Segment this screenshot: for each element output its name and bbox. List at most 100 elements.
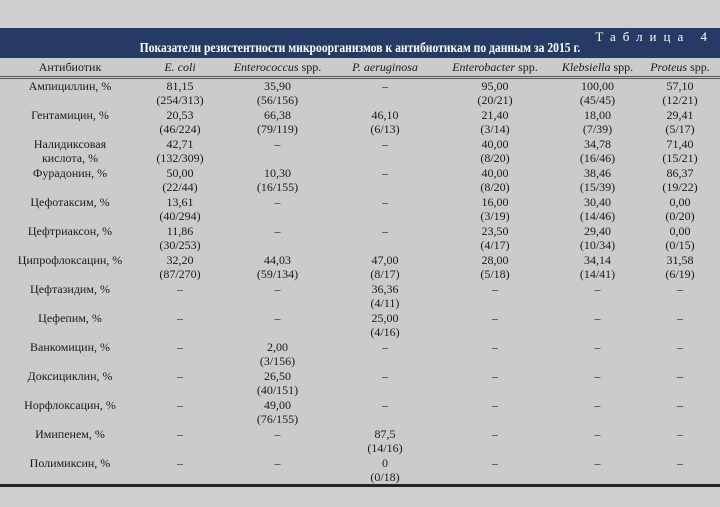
resistance-count: (14/41) [579, 267, 616, 281]
resistance-percent: 35,90 [264, 79, 291, 93]
resistance-cell: 47,00 (8/17) [335, 253, 435, 282]
resistance-percent: 30,40 [584, 195, 611, 209]
antibiotic-name: Ампициллин, % [0, 78, 140, 109]
resistance-cell: – [640, 282, 720, 311]
resistance-percent: 16,00 [481, 195, 509, 209]
resistance-count: (19/22) [662, 180, 698, 194]
resistance-cell: – [555, 398, 640, 427]
resistance-percent: 32,20 [166, 253, 194, 267]
resistance-cell: – [555, 340, 640, 369]
resistance-percent: – [177, 427, 183, 441]
resistance-percent: 2,00 [267, 340, 288, 354]
resistance-cell: 66,38 (79/119) [220, 108, 335, 137]
resistance-cell: 31,58 (6/19) [640, 253, 720, 282]
resistance-count: (0/20) [665, 209, 695, 223]
antibiotic-name: Ципрофлоксацин, % [0, 253, 140, 282]
column-header-text: spp. [610, 59, 634, 74]
antibiotic-name-line: Ампициллин, % [28, 79, 112, 93]
resistance-count: (15/21) [662, 151, 698, 165]
resistance-cell: – [335, 224, 435, 253]
resistance-cell: 46,10 (6/13) [335, 108, 435, 137]
resistance-percent: 66,38 [264, 108, 291, 122]
resistance-percent: – [492, 311, 498, 325]
resistance-percent: – [274, 137, 281, 151]
resistance-percent: 50,00 [166, 166, 194, 180]
resistance-cell: – [335, 166, 435, 195]
resistance-percent: – [677, 398, 683, 412]
resistance-percent: 28,00 [481, 253, 509, 267]
resistance-percent: 47,00 [371, 253, 399, 267]
resistance-cell: 29,40 (10/34) [555, 224, 640, 253]
resistance-count: (10/34) [579, 238, 616, 252]
resistance-count: (40/151) [256, 383, 299, 397]
table-row: Доксициклин, % – 26,50 (40/151) – – – – [0, 369, 720, 398]
antibiotic-name: Фурадонин, % [0, 166, 140, 195]
resistance-count: (4/11) [370, 296, 400, 310]
antibiotic-name: Цефепим, % [0, 311, 140, 340]
resistance-cell: – [555, 311, 640, 340]
resistance-count: (6/13) [370, 122, 400, 136]
resistance-percent: 25,00 [371, 311, 399, 325]
resistance-cell: 21,40 (3/14) [435, 108, 555, 137]
resistance-cell: – [335, 137, 435, 166]
column-header: P. aeruginosa [335, 58, 435, 79]
resistance-percent: – [177, 340, 183, 354]
resistance-cell: – [220, 137, 335, 166]
resistance-cell: – [140, 340, 220, 369]
resistance-count: (79/119) [257, 122, 298, 136]
table-title: Показатели резистентности микроорганизмо… [139, 40, 581, 55]
antibiotic-name-line: Цефтриаксон, % [27, 224, 113, 238]
resistance-cell: – [140, 398, 220, 427]
resistance-cell: – [335, 369, 435, 398]
resistance-cell: – [435, 340, 555, 369]
antibiotic-name-line: Норфлоксацин, % [24, 398, 116, 412]
top-margin [0, 0, 720, 28]
column-header-row: Антибиотик E. coli Enterococcus spp. P. aer… [0, 58, 720, 79]
column-header: Klebsiella spp. [555, 58, 640, 79]
table-row: Ципрофлоксацин, % 32,20 (87/270) 44,03 (59/1… [0, 253, 720, 282]
resistance-percent: 87,5 [374, 427, 396, 441]
antibiotic-name: Гентамицин, % [0, 108, 140, 137]
column-header: E. coli [140, 58, 220, 79]
resistance-cell: – [435, 282, 555, 311]
resistance-percent: – [274, 224, 281, 238]
resistance-percent: – [677, 369, 683, 383]
resistance-count: (132/309) [156, 151, 204, 165]
antibiotic-name: Имипенем, % [0, 427, 140, 456]
antibiotic-name-line: Цефтазидим, % [30, 282, 110, 296]
table-row: Налидиксовая кислота, % 42,71 (132/309) – –40… [0, 137, 720, 166]
resistance-cell: – [140, 427, 220, 456]
resistance-cell: 29,41 (5/17) [640, 108, 720, 137]
resistance-cell: 42,71 (132/309) [140, 137, 220, 166]
resistance-cell: 44,03 (59/134) [220, 253, 335, 282]
resistance-cell: 30,40 (14/46) [555, 195, 640, 224]
resistance-table: Антибиотик E. coli Enterococcus spp. P. aer… [0, 58, 720, 485]
resistance-percent: 57,10 [666, 79, 694, 93]
column-header-text: spp. [515, 59, 538, 74]
resistance-percent: – [382, 195, 388, 209]
resistance-cell: 95,00 (20/21) [435, 78, 555, 109]
resistance-cell: – [140, 311, 220, 340]
resistance-cell: 26,50 (40/151) [220, 369, 335, 398]
resistance-cell: – [435, 398, 555, 427]
resistance-percent: 100,00 [581, 79, 614, 93]
resistance-percent: – [382, 166, 388, 180]
resistance-percent: 0,00 [669, 224, 691, 238]
column-header-italic: P. aeruginosa [352, 59, 418, 74]
resistance-cell: 57,10 (12/21) [640, 78, 720, 109]
resistance-cell: 81,15 (254/313) [140, 78, 220, 109]
resistance-count: (14/16) [367, 441, 403, 455]
resistance-count: (22/44) [162, 180, 198, 194]
resistance-percent: – [177, 311, 183, 325]
table-row: Фурадонин, % 50,00 (22/44) 10,30 (16/155) –40… [0, 166, 720, 195]
antibiotic-name: Ванкомицин, % [0, 340, 140, 369]
resistance-count: (254/313) [156, 93, 204, 107]
resistance-cell: 86,37 (19/22) [640, 166, 720, 195]
resistance-cell: – [640, 456, 720, 485]
resistance-count: (3/19) [480, 209, 510, 223]
resistance-count: (3/156) [259, 354, 296, 368]
resistance-percent: 26,50 [264, 369, 291, 383]
resistance-cell: 23,50 (4/17) [435, 224, 555, 253]
antibiotic-name-line: Цефотаксим, % [30, 195, 110, 209]
resistance-cell: 38,46 (15/39) [555, 166, 640, 195]
